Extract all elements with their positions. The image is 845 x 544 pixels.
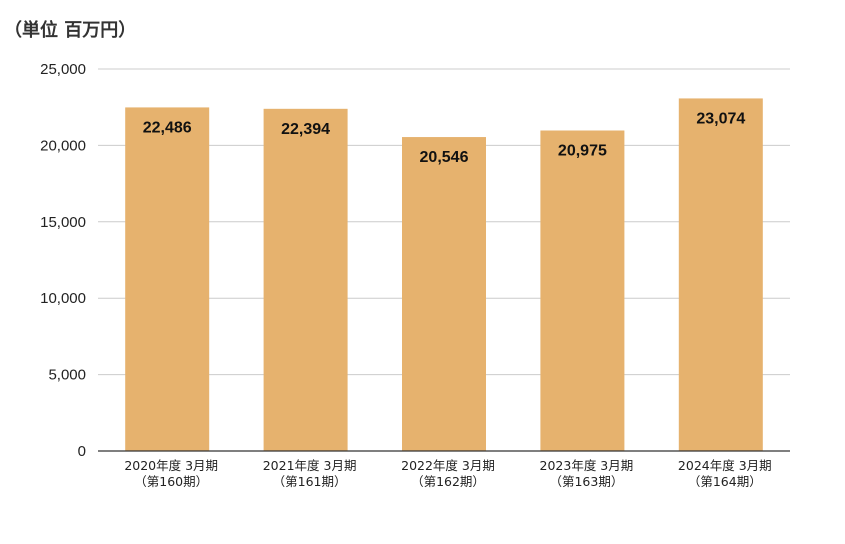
y-tick-label: 5,000	[48, 367, 86, 384]
x-tick-label: （第163期）	[549, 474, 623, 489]
x-tick-label: （第160期）	[134, 474, 208, 489]
data-labels: 22,486 22,394 20,546 20,975 23,074	[143, 110, 746, 166]
bar	[263, 108, 348, 452]
bar	[678, 98, 763, 451]
bars	[125, 98, 763, 452]
bar	[540, 130, 625, 451]
x-tick-label: （第161期）	[273, 474, 347, 489]
x-tick-label: （第164期）	[688, 474, 762, 489]
data-label: 20,546	[420, 149, 469, 166]
y-tick-label: 0	[78, 443, 86, 460]
x-tick-label: （第162期）	[411, 474, 485, 489]
category-labels: 2020年度 3月期（第160期） 2021年度 3月期（第161期） 2022年度…	[124, 458, 771, 489]
x-tick-label: 2024年度 3月期	[678, 458, 772, 473]
unit-label: （単位 百万円）	[4, 19, 136, 41]
x-tick-label: 2021年度 3月期	[263, 458, 357, 473]
data-label: 23,074	[696, 110, 745, 127]
bar	[402, 137, 486, 451]
y-axis-ticks: 0 5,000 10,000 15,000 20,000 25,000	[40, 61, 86, 460]
x-tick-label: 2022年度 3月期	[401, 458, 495, 473]
data-label: 20,975	[558, 143, 607, 160]
data-label: 22,394	[281, 121, 330, 138]
x-tick-label: 2020年度 3月期	[124, 458, 218, 473]
y-tick-label: 25,000	[40, 61, 86, 78]
x-tick-label: 2023年度 3月期	[540, 458, 634, 473]
y-tick-label: 20,000	[40, 137, 86, 154]
y-tick-label: 15,000	[40, 214, 86, 231]
y-tick-label: 10,000	[40, 290, 86, 307]
bar	[125, 107, 210, 452]
data-label: 22,486	[143, 119, 192, 136]
